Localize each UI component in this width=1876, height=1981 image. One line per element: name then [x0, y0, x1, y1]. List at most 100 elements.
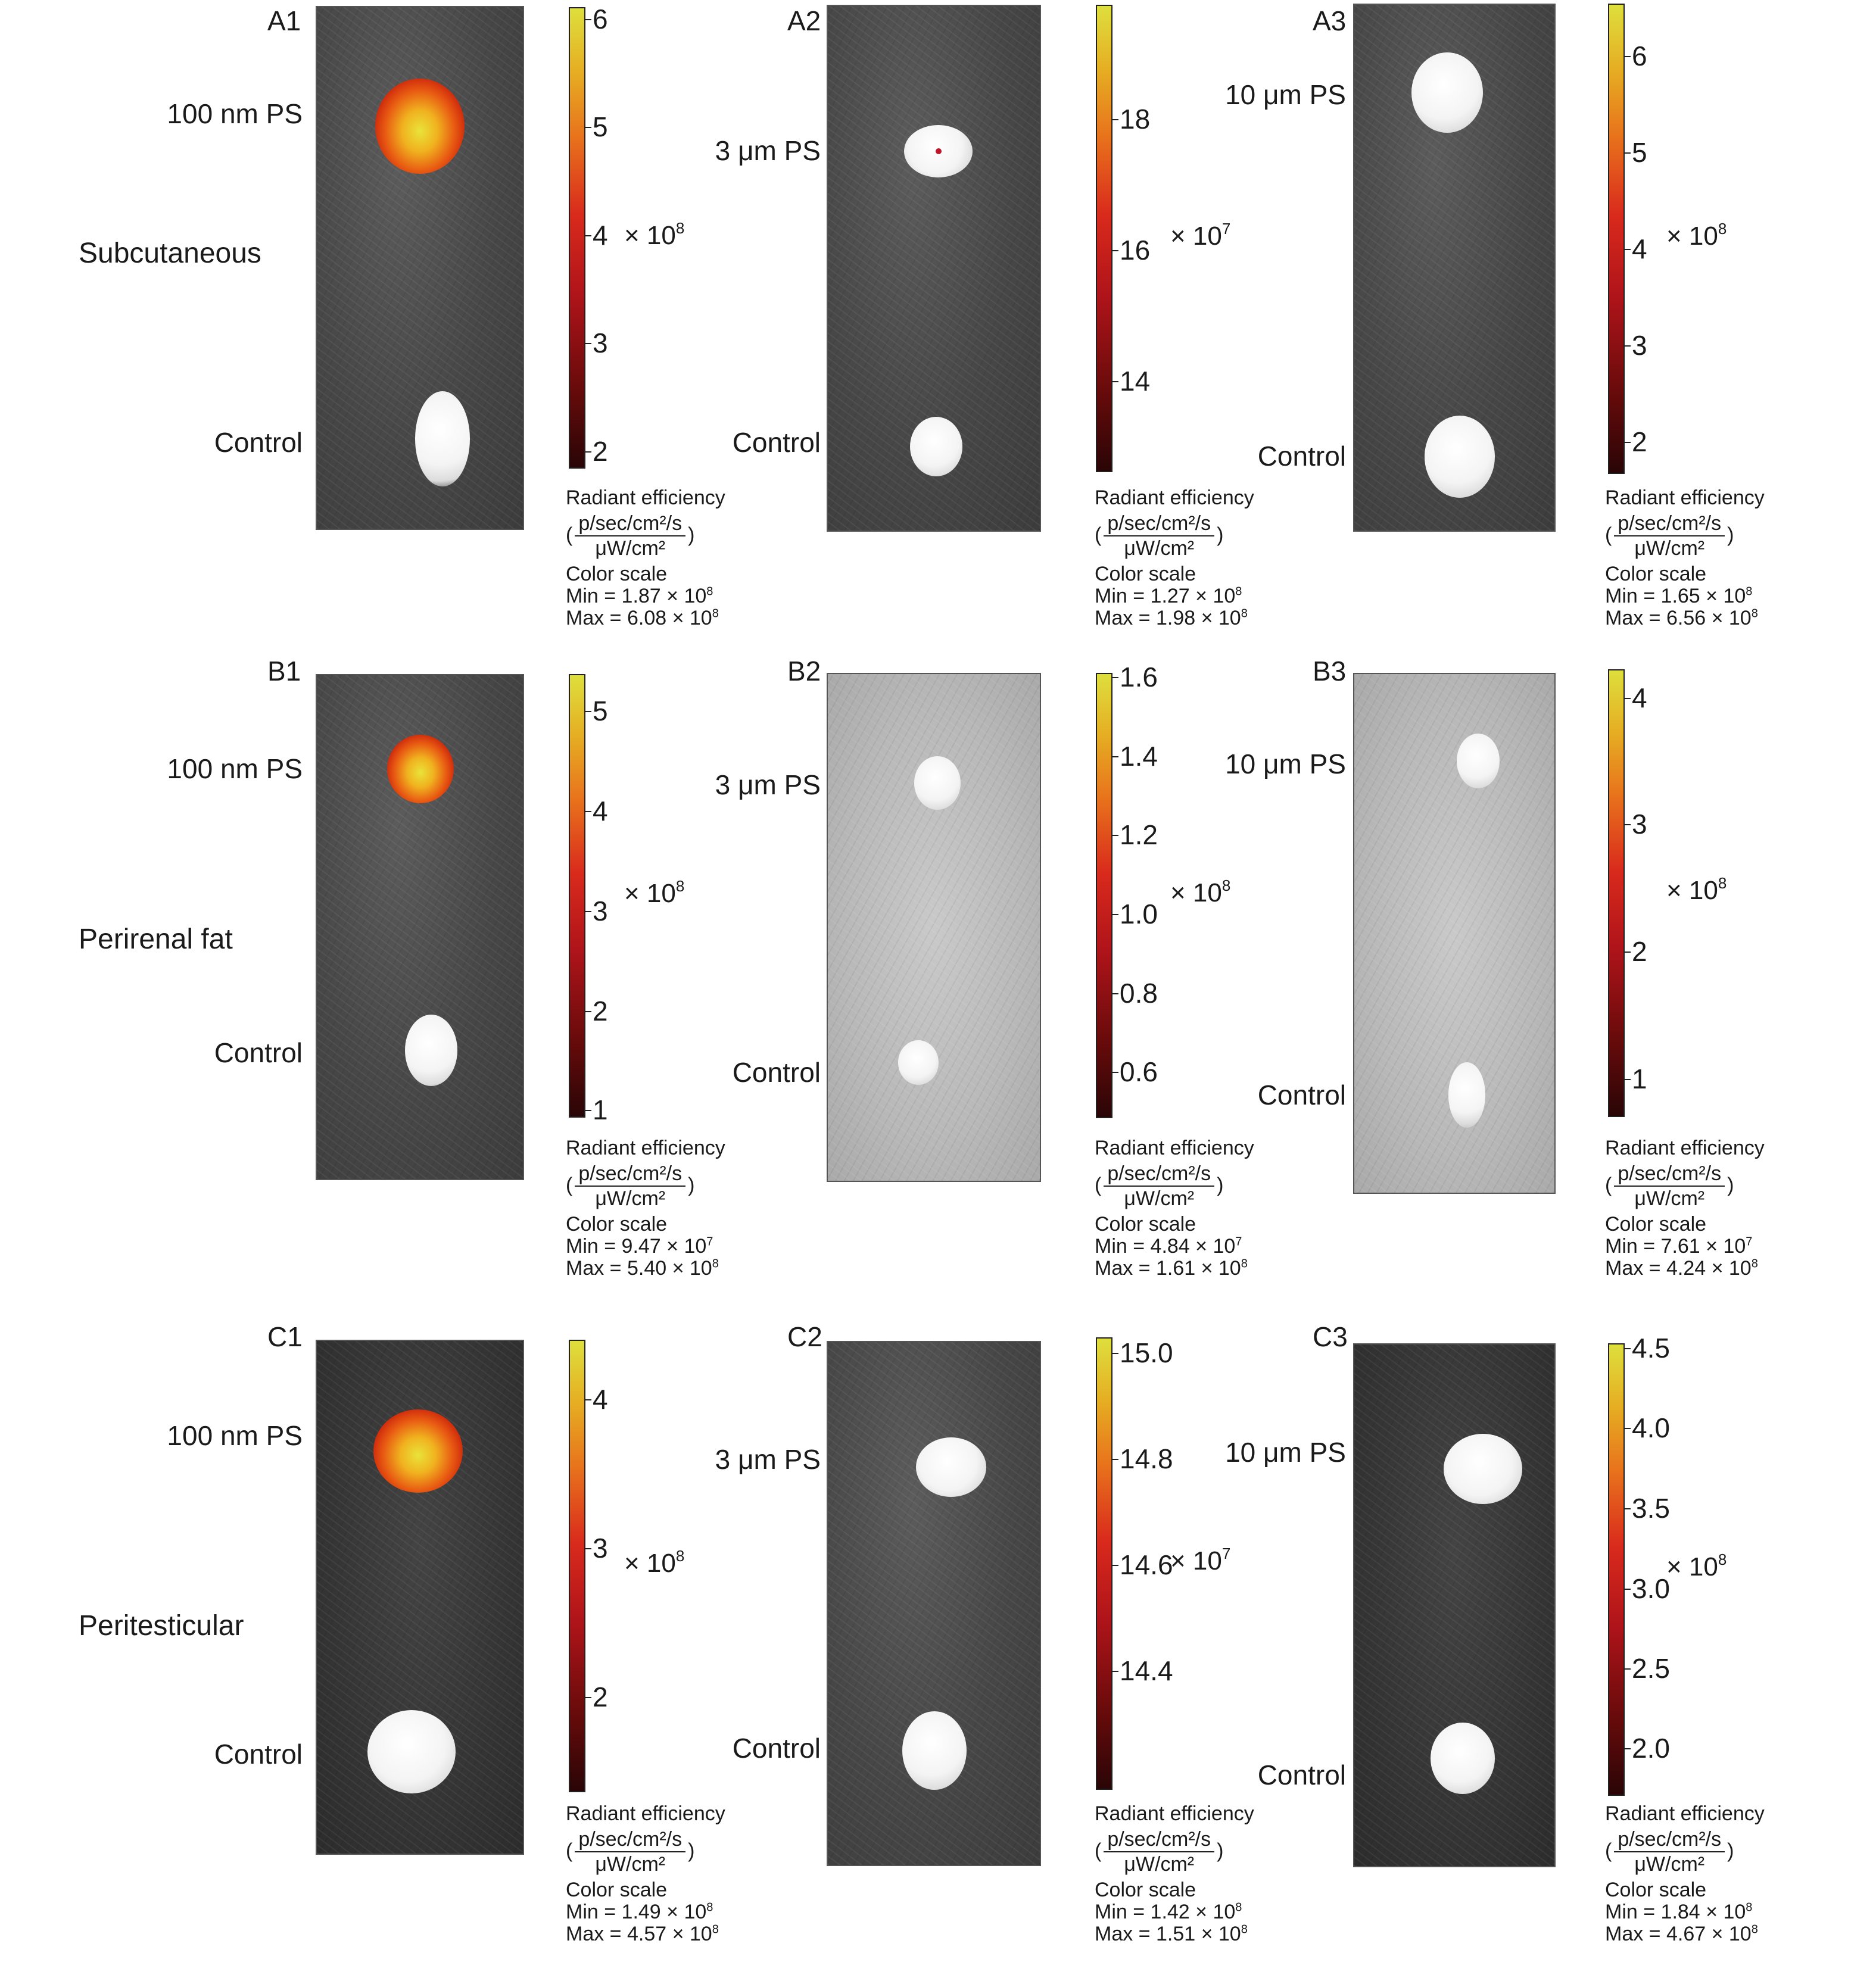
legend-units: (p/sec/cm²/s μW/cm²) [1095, 1162, 1224, 1211]
sample-label: 10 μm PS [1225, 1437, 1346, 1468]
legend-min: Min = 1.84 × 108 [1605, 1901, 1765, 1923]
color-scale-tick [1111, 756, 1118, 757]
color-scale-tick-label: 2 [1632, 936, 1647, 967]
color-scale-tick [1623, 1508, 1631, 1509]
scale-exponent-power: 8 [675, 876, 685, 895]
legend-title: Radiant efficiency [566, 1137, 725, 1159]
color-scale-tick-label: 1.0 [1120, 899, 1158, 929]
scale-exponent-base: × 10 [1666, 222, 1718, 251]
legend-max-text: Max = 6.56 × 10 [1605, 606, 1752, 629]
color-scale-tick [584, 1011, 591, 1012]
legend-units: (p/sec/cm²/s μW/cm²) [566, 1827, 695, 1876]
color-scale-bar [569, 7, 585, 469]
color-scale-legend: Radiant efficiency(p/sec/cm²/s μW/cm²) Col… [566, 1137, 725, 1279]
legend-fraction: p/sec/cm²/s μW/cm² [575, 1828, 686, 1876]
legend-min: Min = 1.42 × 108 [1095, 1901, 1254, 1923]
scale-exponent-power: 8 [1718, 220, 1727, 238]
legend-min-text: Min = 1.84 × 10 [1605, 1900, 1746, 1923]
panel-id: A3 [1313, 5, 1347, 36]
legend-numerator: p/sec/cm²/s [575, 1162, 686, 1187]
control-label: Control [1257, 441, 1346, 472]
legend-title: Radiant efficiency [566, 486, 725, 509]
scale-exponent: × 108 [1170, 878, 1230, 906]
color-scale-tick-label: 1.2 [1120, 819, 1158, 850]
fluorescence-image [1353, 1343, 1556, 1867]
legend-min-power: 8 [1746, 585, 1753, 598]
color-scale-legend: Radiant efficiency(p/sec/cm²/s μW/cm²) Col… [1605, 1803, 1765, 1945]
sample-label: 10 μm PS [1225, 79, 1346, 110]
legend-max-text: Max = 4.57 × 10 [566, 1922, 712, 1945]
legend-scale-title: Color scale [566, 563, 668, 586]
legend-max: Max = 1.98 × 108 [1095, 607, 1254, 629]
row-label: Perirenal fat [79, 924, 233, 955]
color-scale-tick-label: 4 [593, 795, 608, 826]
color-scale-legend: Radiant efficiency(p/sec/cm²/s μW/cm²) Col… [1095, 487, 1254, 629]
color-scale-tick-label: 4.0 [1632, 1412, 1670, 1443]
scale-exponent: × 108 [624, 220, 684, 249]
legend-min-power: 8 [1235, 1901, 1242, 1914]
legend-fraction: p/sec/cm²/s μW/cm² [575, 1162, 686, 1210]
color-scale-bar [1608, 669, 1625, 1117]
color-scale-tick [1623, 442, 1631, 443]
sample-label: 3 μm PS [715, 135, 821, 166]
legend-numerator: p/sec/cm²/s [575, 1828, 686, 1853]
color-scale-tick-label: 1 [1632, 1063, 1647, 1094]
image-texture [828, 674, 1040, 1181]
scale-exponent-base: × 10 [1170, 221, 1222, 251]
color-scale-legend: Radiant efficiency(p/sec/cm²/s μW/cm²) Col… [1605, 1137, 1765, 1279]
legend-max-power: 8 [1241, 607, 1248, 620]
control-tissue-blob [405, 1015, 457, 1086]
fluorescence-image [827, 5, 1041, 532]
legend-max-power: 8 [1241, 1923, 1248, 1936]
color-scale-tick [584, 811, 591, 812]
scale-exponent-base: × 10 [624, 1549, 676, 1578]
legend-units: (p/sec/cm²/s μW/cm²) [1605, 1827, 1734, 1876]
color-scale-tick [584, 911, 591, 912]
legend-fraction: p/sec/cm²/s μW/cm² [1614, 512, 1725, 560]
color-scale-bar [569, 674, 585, 1118]
color-scale-tick [1111, 914, 1118, 915]
color-scale-tick-label: 14 [1120, 366, 1151, 397]
panel-id: B2 [787, 656, 821, 687]
color-scale-bar [569, 1340, 585, 1792]
legend-denominator: μW/cm² [1634, 537, 1705, 560]
color-scale-tick [584, 451, 591, 453]
legend-numerator: p/sec/cm²/s [1104, 512, 1215, 537]
color-scale-bar [1096, 673, 1112, 1118]
legend-units: (p/sec/cm²/s μW/cm²) [1095, 1827, 1224, 1876]
legend-max: Max = 4.24 × 108 [1605, 1257, 1765, 1280]
sample-fluorescence-blob [373, 1409, 463, 1493]
control-tissue-blob [415, 391, 470, 486]
scale-exponent: × 108 [624, 1548, 684, 1577]
scale-exponent-power: 7 [1221, 1545, 1231, 1562]
legend-max: Max = 4.67 × 108 [1605, 1923, 1765, 1945]
color-scale-bar [1096, 5, 1112, 472]
control-label: Control [732, 1733, 821, 1764]
legend-max-power: 8 [712, 1257, 719, 1271]
color-scale-tick-label: 0.6 [1120, 1056, 1158, 1087]
sample-fluorescence-blob [375, 79, 465, 174]
legend-min-text: Min = 7.61 × 10 [1605, 1234, 1746, 1258]
control-label: Control [214, 1739, 303, 1770]
legend-min-power: 8 [706, 585, 713, 598]
control-label: Control [732, 427, 821, 458]
legend-min-power: 8 [706, 1901, 713, 1914]
color-scale-tick-label: 18 [1120, 104, 1151, 135]
color-scale-tick [1111, 381, 1118, 382]
legend-title: Radiant efficiency [1095, 486, 1254, 509]
color-scale-tick [1111, 835, 1118, 836]
color-scale-tick [584, 1110, 591, 1111]
scale-exponent-base: × 10 [624, 220, 676, 250]
legend-max-power: 8 [1751, 1257, 1758, 1271]
sample-label: 3 μm PS [715, 769, 821, 800]
color-scale-tick [1111, 993, 1118, 994]
panel-id: B3 [1313, 656, 1347, 687]
color-scale-tick [1111, 1671, 1118, 1672]
color-scale-tick [1623, 951, 1631, 953]
color-scale-legend: Radiant efficiency(p/sec/cm²/s μW/cm²) Col… [1095, 1803, 1254, 1945]
color-scale-tick [584, 235, 591, 236]
color-scale-tick-label: 3.5 [1632, 1493, 1670, 1524]
color-scale-tick [1623, 1748, 1631, 1749]
control-label: Control [214, 427, 303, 458]
color-scale-tick [1623, 1589, 1631, 1590]
